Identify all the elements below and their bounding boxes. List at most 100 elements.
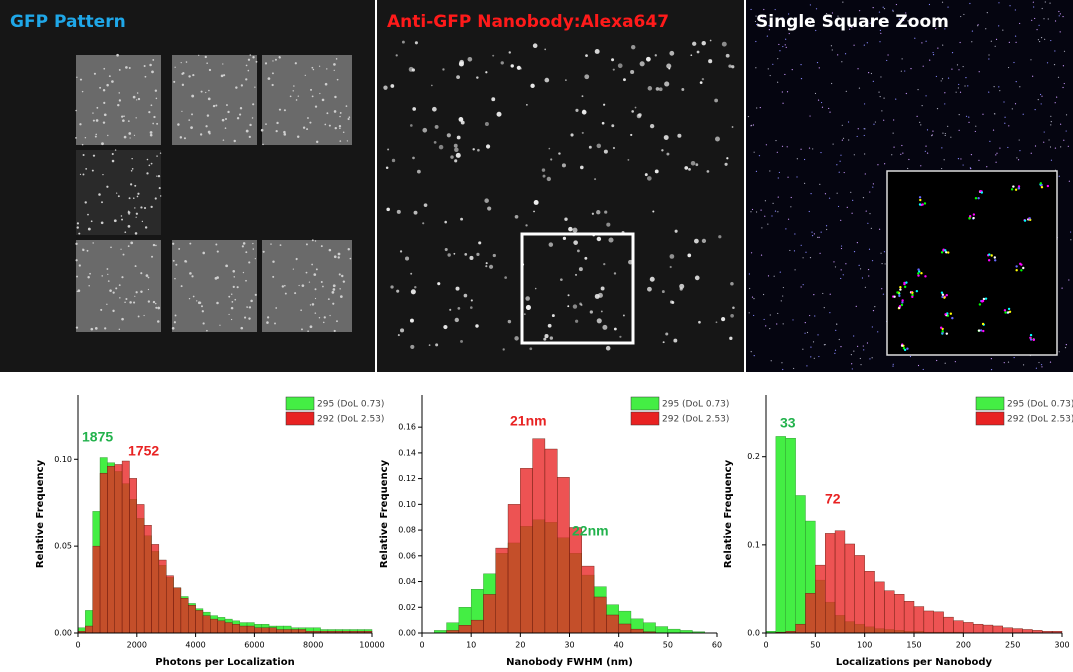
localization (937, 47, 939, 49)
localization (782, 45, 784, 48)
localization (941, 147, 943, 149)
cluster-point (984, 297, 988, 300)
localization (974, 130, 976, 133)
spot (442, 68, 445, 71)
spot (681, 88, 685, 91)
spot (588, 145, 592, 149)
hist-bar (458, 625, 472, 634)
speckle (173, 80, 176, 83)
hist-bar (470, 619, 484, 634)
localization (1063, 82, 1065, 85)
localization (826, 228, 828, 231)
spot (409, 318, 414, 323)
speckle (271, 72, 274, 75)
localization (941, 1, 944, 3)
speckle (134, 295, 136, 297)
speckle (123, 115, 125, 117)
localization (958, 83, 960, 86)
localization (958, 69, 960, 71)
localization (842, 1, 844, 3)
spot (567, 305, 570, 308)
speckle (100, 308, 103, 311)
cluster-point (974, 196, 978, 200)
localization (1068, 279, 1070, 281)
spot (606, 222, 611, 227)
localization (758, 155, 761, 157)
spot (399, 250, 403, 253)
localization (772, 63, 774, 65)
speckle (315, 268, 318, 271)
localization (781, 91, 783, 93)
spot (603, 149, 608, 154)
spot (679, 283, 685, 289)
spot (630, 69, 635, 75)
speckle (125, 298, 128, 301)
localization (774, 8, 776, 11)
x-tick-label: 150 (906, 641, 921, 650)
localization (1047, 18, 1049, 20)
speckle (239, 107, 243, 110)
localization (914, 37, 916, 39)
localization (840, 154, 842, 156)
spot (455, 286, 460, 291)
speckle (341, 274, 344, 278)
localization (971, 41, 973, 43)
spot (663, 135, 669, 141)
localization (822, 292, 824, 295)
localization (1034, 145, 1037, 147)
spot (645, 56, 651, 62)
cluster-point (918, 203, 922, 206)
spot (654, 169, 659, 174)
localization (818, 67, 820, 69)
localization (935, 75, 937, 78)
localization (1050, 121, 1052, 123)
pattern-square (76, 240, 161, 332)
localization (863, 44, 865, 46)
localization (753, 314, 755, 317)
localization (853, 350, 855, 352)
cluster-point (1003, 309, 1007, 312)
localization (884, 263, 886, 265)
speckle (254, 293, 257, 296)
localization (942, 44, 944, 46)
speckle (188, 119, 191, 121)
speckle (137, 315, 140, 318)
localization (947, 125, 949, 127)
spot (412, 156, 415, 160)
hist-bar (261, 627, 270, 634)
localization (1049, 2, 1051, 4)
spot (601, 121, 605, 125)
localization (1040, 37, 1043, 39)
localization (967, 85, 969, 87)
speckle (339, 115, 341, 118)
hist-bar (618, 623, 632, 634)
localization (812, 341, 815, 343)
speckle (75, 259, 78, 262)
localization (750, 252, 753, 254)
legend-label: 292 (DoL 2.53) (662, 415, 729, 425)
localization (1016, 157, 1018, 159)
spot (422, 127, 428, 133)
localization (844, 53, 847, 55)
localization (969, 167, 971, 169)
localization (774, 210, 777, 212)
spot (397, 334, 400, 337)
hist-bar (520, 468, 533, 634)
hist-bar (963, 622, 974, 634)
speckle (148, 164, 151, 167)
localization (871, 357, 873, 359)
localization (760, 254, 763, 256)
spot (575, 319, 579, 323)
localization (847, 121, 850, 123)
spot (726, 157, 729, 160)
cluster-point (1017, 185, 1021, 188)
speckle (208, 68, 212, 72)
cluster-point (901, 299, 904, 302)
spot (661, 149, 664, 152)
spot (431, 84, 433, 87)
speckle (120, 248, 122, 250)
speckle (323, 316, 326, 319)
cluster-point (900, 303, 904, 307)
localization (768, 29, 770, 31)
pattern-square (262, 240, 352, 332)
